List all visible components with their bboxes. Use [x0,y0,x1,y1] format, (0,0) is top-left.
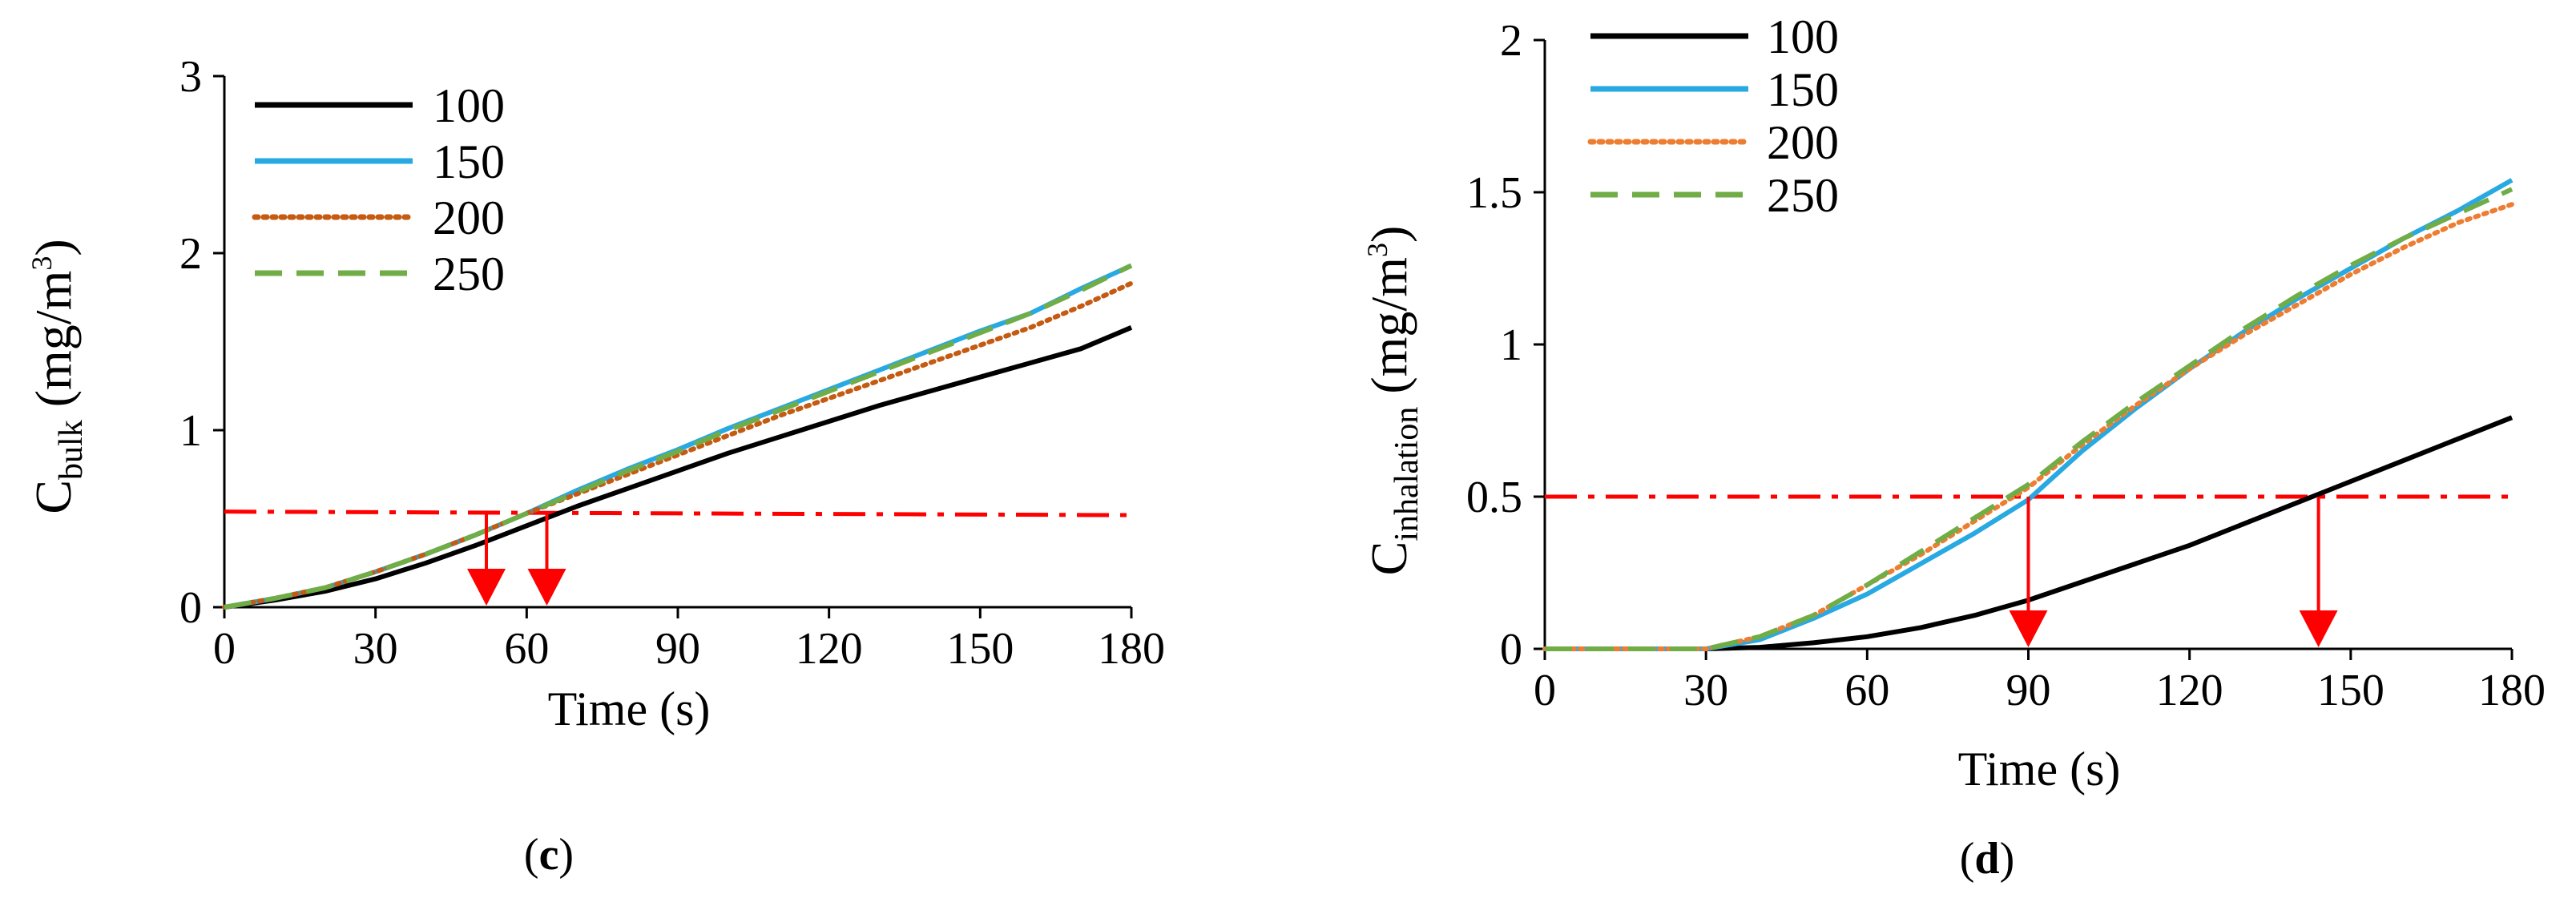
x-tick-label-c: 60 [504,624,549,674]
x-tick-label-d: 150 [2317,666,2385,715]
series-line-c-250 [224,263,1133,610]
x-tick-label-c: 90 [655,624,700,674]
y-axis-label-c: Cbulk (mg/m3) [25,239,90,513]
x-axis-label-c: Time (s) [548,682,711,735]
series-line-c-200 [222,280,1134,610]
axes-d: 0 30 60 90 120 150 180 0 0.5 1 1.5 2 [1466,16,2546,715]
arrow-head-d [2299,610,2338,647]
arrows-c [467,511,566,606]
y-label-end-c: ) [25,239,82,256]
x-axis-label-d: Time (s) [1958,743,2121,795]
legend-label-c-250: 250 [433,248,505,300]
x-tick-label-c: 0 [213,624,236,674]
series-line-d-200 [1542,202,2514,651]
y-tick-label-d: 0.5 [1466,473,1522,522]
y-label-rest-d: (mg/m [1361,257,1417,407]
y-label-end-d: ) [1361,226,1417,243]
y-tick-label-d: 1.5 [1466,168,1522,218]
legend-label-c-100: 100 [433,79,505,132]
caption-c: (c) [524,830,574,880]
y-axis-label-d: Cinhalation (mg/m3) [1361,226,1425,576]
arrows-d [2009,497,2338,647]
series-c [222,263,1134,610]
x-tick-label-c: 150 [946,624,1014,674]
y-tick-label-c: 1 [179,406,202,456]
series-line-c-150 [224,263,1133,610]
x-tick-label-c: 30 [353,624,398,674]
y-label-sup-d: 3 [1361,243,1393,257]
legend-label-d-250: 250 [1767,169,1839,222]
caption-open-c: ( [524,830,539,880]
caption-close-d: ) [2000,834,2015,884]
x-tick-label-c: 120 [796,624,863,674]
caption-close-c: ) [558,830,574,880]
y-label-rest-c: (mg/m [25,271,82,421]
y-tick-label-d: 1 [1500,320,1522,370]
axes-c: 0 30 60 90 120 150 180 0 1 2 3 [179,52,1165,674]
caption-letter-c: c [539,830,559,880]
caption-letter-d: d [1974,834,1999,884]
y-label-sup-c: 3 [26,256,58,271]
series-line-d-250 [1545,187,2514,651]
series-line-c-100 [224,325,1133,610]
x-tick-label-d: 90 [2006,666,2051,715]
arrow-head-d [2009,610,2048,647]
x-tick-label-d: 30 [1683,666,1728,715]
y-label-sub-d: inhalation [1389,407,1425,542]
x-tick-label-d: 180 [2478,666,2546,715]
legend-label-c-150: 150 [433,135,505,188]
y-tick-label-c: 3 [179,52,202,102]
arrow-head-c [527,569,566,606]
threshold-line-c [224,509,1132,517]
y-tick-label-c: 2 [179,229,202,279]
x-tick-label-d: 120 [2156,666,2223,715]
x-tick-label-d: 0 [1534,666,1556,715]
y-label-sub-c: bulk [53,420,90,480]
caption-open-d: ( [1960,834,1975,884]
legend-label-c-200: 200 [433,191,505,244]
y-label-main-d: C [1361,542,1417,576]
y-tick-label-d: 0 [1500,625,1522,674]
threshold-c [224,509,1132,517]
legend-label-d-150: 150 [1767,63,1839,116]
arrow-head-c [467,569,506,606]
x-tick-label-c: 180 [1098,624,1165,674]
x-tick-label-d: 60 [1844,666,1889,715]
legend-label-d-100: 100 [1767,10,1839,63]
caption-d: (d) [1960,834,2014,884]
y-tick-label-d: 2 [1500,16,1522,66]
y-tick-label-c: 0 [179,583,202,633]
legend-label-d-200: 200 [1767,116,1839,169]
y-label-main-c: C [25,480,82,514]
